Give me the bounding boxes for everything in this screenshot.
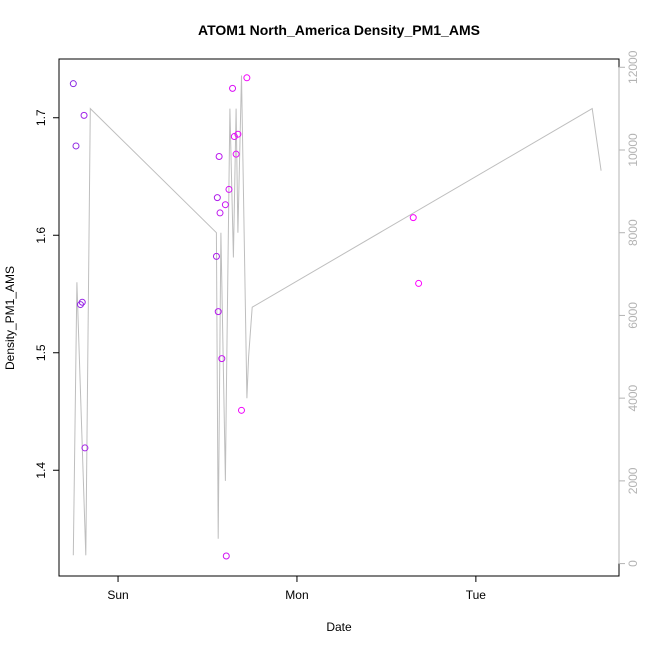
data-point xyxy=(409,214,417,222)
data-point xyxy=(72,142,80,150)
chart-title: ATOM1 North_America Density_PM1_AMS xyxy=(198,22,480,38)
plot-border xyxy=(58,58,620,577)
data-point xyxy=(214,308,222,316)
data-point xyxy=(218,355,226,363)
x-tick-label: Mon xyxy=(285,588,308,602)
y2-tick-label: 6000 xyxy=(626,302,640,329)
data-point xyxy=(232,150,240,158)
y2-tick-label: 12000 xyxy=(626,50,640,84)
series-line xyxy=(72,75,602,556)
x-tick-label: Sun xyxy=(107,588,128,602)
y-tick-label: 1.5 xyxy=(34,344,48,361)
y2-tick-label: 10000 xyxy=(626,133,640,167)
y2-tick-label: 2000 xyxy=(626,467,640,494)
x-axis: Sun Mon Tue xyxy=(107,575,487,602)
data-point xyxy=(230,133,238,141)
data-point xyxy=(237,406,245,414)
data-point xyxy=(216,209,224,217)
y-tick-label: 1.4 xyxy=(34,462,48,479)
y-axis-label: Density_PM1_AMS xyxy=(3,266,17,370)
y2-tick-label: 4000 xyxy=(626,384,640,411)
y2-tick-label: 8000 xyxy=(626,219,640,246)
data-point xyxy=(80,111,88,119)
data-point xyxy=(229,84,237,92)
x-tick-label: Tue xyxy=(466,588,487,602)
y-axis-left: 1.4 1.5 1.6 1.7 xyxy=(34,109,60,479)
y-tick-label: 1.7 xyxy=(34,109,48,126)
x-axis-label: Date xyxy=(326,620,352,634)
y-axis-right: 0 2000 4000 6000 8000 10000 12000 xyxy=(618,50,640,567)
data-point xyxy=(415,279,423,287)
data-point xyxy=(243,74,251,82)
chart-marks xyxy=(69,74,602,560)
data-point xyxy=(213,194,221,202)
data-point xyxy=(225,185,233,193)
data-point xyxy=(215,153,223,161)
y-tick-label: 1.6 xyxy=(34,227,48,244)
data-point xyxy=(69,80,77,88)
data-point xyxy=(222,552,230,560)
data-point xyxy=(221,201,229,209)
data-point xyxy=(81,444,89,452)
y2-tick-label: 0 xyxy=(626,560,640,567)
data-point xyxy=(212,252,220,260)
data-point xyxy=(234,130,242,138)
data-point xyxy=(78,298,86,306)
